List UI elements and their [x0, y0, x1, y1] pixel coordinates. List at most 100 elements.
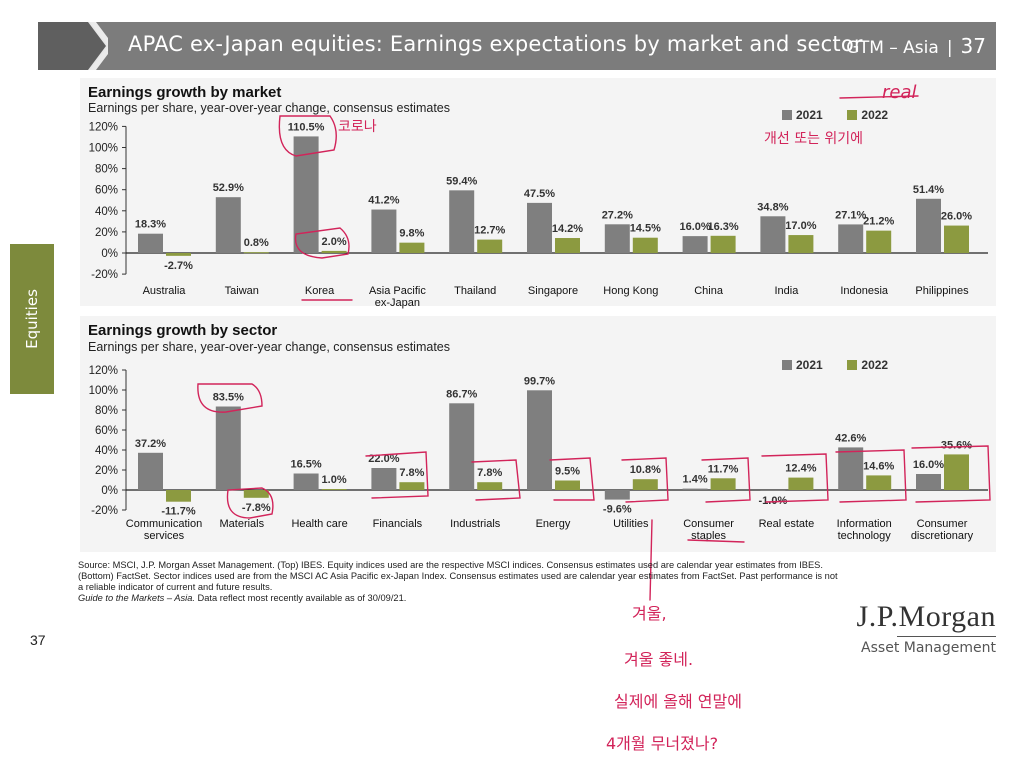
sector-legend: 2021 2022	[782, 358, 888, 372]
section-tab: Equities	[10, 244, 54, 394]
data-label-2022: 7.8%	[477, 467, 502, 479]
data-label-2021: 27.2%	[602, 209, 633, 221]
bar-2022	[166, 253, 191, 256]
bar-2021	[449, 190, 475, 253]
legend-label-2022: 2022	[861, 358, 889, 372]
logo-sub: Asset Management	[861, 640, 996, 656]
bar-2021	[138, 233, 163, 253]
data-label-2021: 52.9%	[213, 182, 244, 194]
bar-2022	[788, 477, 814, 490]
source-note: Source: MSCI, J.P. Morgan Asset Manageme…	[78, 560, 838, 604]
data-label-2022: 26.0%	[941, 211, 972, 223]
legend-swatch-2022	[847, 360, 858, 370]
data-label-2021: 59.4%	[446, 175, 477, 187]
staples-box	[701, 457, 751, 503]
bar-2021	[916, 474, 941, 490]
category-label: Health care	[291, 518, 347, 530]
data-label-2021: 42.6%	[835, 432, 866, 444]
annotation-korea: 코로나	[338, 119, 377, 135]
y-tick-label: 100%	[89, 385, 118, 397]
data-label-2022: 17.0%	[785, 220, 816, 232]
bar-2022	[866, 230, 892, 253]
category-label: Hong Kong	[603, 285, 658, 297]
annotation-note-2: 겨울 좋네.	[624, 650, 694, 669]
legend-swatch-2021	[782, 360, 792, 370]
bar-2021	[604, 224, 630, 253]
bar-2022	[321, 250, 347, 253]
data-label-2021: 99.7%	[524, 375, 555, 387]
y-tick-label: 20%	[95, 465, 118, 477]
bar-2021	[838, 224, 864, 253]
data-label-2022: 16.3%	[707, 221, 738, 233]
data-label-2021: 51.4%	[913, 184, 944, 196]
category-label: Energy	[536, 518, 571, 530]
bar-2022	[710, 478, 736, 490]
korea-circle	[278, 115, 337, 157]
y-tick-label: 60%	[95, 425, 118, 437]
data-label-2022: 21.2%	[863, 216, 894, 228]
data-label-2022: 2.0%	[322, 236, 347, 248]
it-box	[835, 449, 907, 503]
data-label-2022: 10.8%	[630, 464, 661, 476]
data-label-2021: 37.2%	[135, 438, 166, 450]
discretionary-box	[911, 445, 991, 503]
category-label: Philippines	[915, 285, 969, 297]
data-label-2022: 12.4%	[785, 463, 816, 475]
real-underline	[839, 95, 919, 99]
bar-2022	[243, 252, 269, 254]
bar-2021	[449, 403, 475, 490]
category-label: Australia	[143, 285, 187, 297]
bar-2022	[321, 489, 347, 490]
data-label-2021: 16.0%	[913, 459, 944, 471]
bar-2021	[916, 198, 941, 253]
korea-2022-circle	[294, 227, 350, 259]
data-label-2022: 0.8%	[244, 237, 269, 249]
bar-2022	[632, 237, 658, 253]
legend-label-2021: 2021	[796, 358, 823, 372]
y-tick-label: 100%	[89, 143, 118, 155]
bar-2022	[399, 482, 425, 490]
bar-2021	[838, 447, 864, 490]
data-label-2021: 41.2%	[368, 195, 399, 207]
category-label: ex-Japan	[375, 297, 420, 309]
y-tick-label: 40%	[95, 206, 118, 218]
logo-main: J.P.Morgan	[856, 600, 996, 633]
category-label: technology	[838, 530, 892, 542]
source-text: Source: MSCI, J.P. Morgan Asset Manageme…	[78, 560, 838, 592]
category-label: Thailand	[454, 285, 496, 297]
title-bar	[38, 22, 996, 70]
data-label-2022: 14.6%	[863, 460, 894, 472]
category-label: Indonesia	[840, 285, 889, 297]
data-label-2022: -11.7%	[161, 506, 195, 518]
y-tick-label: 60%	[95, 185, 118, 197]
legend-label-2022: 2022	[861, 108, 889, 122]
category-label: Consumer	[683, 518, 734, 530]
category-label: Industrials	[450, 518, 501, 530]
y-tick-label: -20%	[91, 269, 118, 281]
category-label: China	[694, 285, 724, 297]
bar-2021	[760, 490, 786, 491]
date-note: Data reflect most recently available as …	[194, 593, 407, 603]
bar-2022	[866, 475, 892, 490]
bar-2022	[944, 225, 969, 253]
data-label-2022: 7.8%	[399, 467, 424, 479]
bar-2022	[243, 490, 269, 498]
bar-2021	[371, 209, 397, 253]
bar-2022	[710, 235, 736, 253]
data-label-2021: 86.7%	[446, 388, 477, 400]
market-chart-title: Earnings growth by market	[88, 84, 282, 101]
data-label-2022: 35.6%	[941, 439, 972, 451]
data-label-2021: 1.4%	[683, 474, 708, 486]
sector-chart-subtitle: Earnings per share, year-over-year chang…	[88, 340, 450, 354]
legend-label-2021: 2021	[796, 108, 823, 122]
annotation-real: real	[882, 82, 917, 103]
data-label-2021: 16.5%	[290, 459, 321, 471]
data-label-2021: 16.0%	[679, 221, 710, 233]
category-label: Utilities	[613, 518, 649, 530]
bar-2021	[682, 488, 708, 490]
sector-chart-title: Earnings growth by sector	[88, 322, 278, 339]
y-tick-label: 0%	[101, 248, 118, 260]
bar-2022	[632, 479, 658, 490]
category-label: Asia Pacific	[369, 285, 426, 297]
bar-2022	[555, 238, 580, 253]
